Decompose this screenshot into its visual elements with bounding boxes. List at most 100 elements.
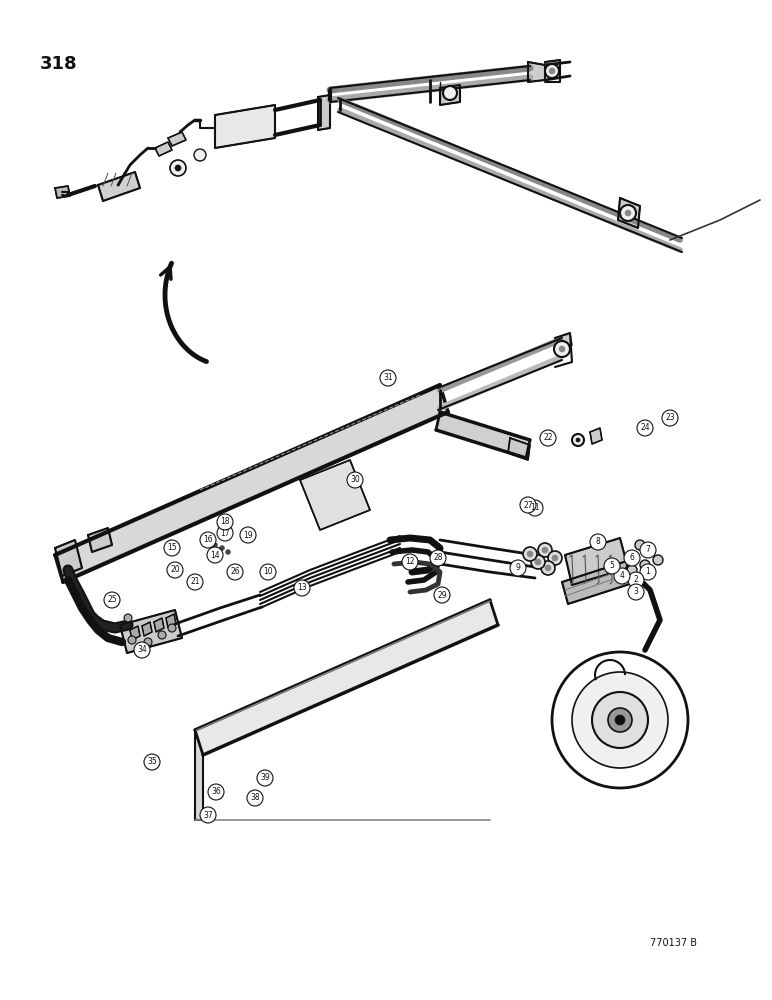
Circle shape [510,560,526,576]
Circle shape [614,568,630,584]
Circle shape [645,547,655,557]
Circle shape [625,210,631,216]
Text: 2: 2 [634,576,638,584]
Polygon shape [130,626,140,640]
Circle shape [592,692,648,748]
Circle shape [430,550,446,566]
Circle shape [640,542,656,558]
Circle shape [175,165,181,171]
Text: 770137 B: 770137 B [650,938,697,948]
Text: 8: 8 [596,538,601,546]
Polygon shape [610,668,622,684]
Circle shape [240,527,256,543]
Polygon shape [215,105,275,148]
Text: 34: 34 [137,646,147,654]
Circle shape [576,438,580,442]
Text: 18: 18 [220,518,230,526]
Text: 9: 9 [516,564,520,572]
Text: 14: 14 [210,550,220,560]
Text: 22: 22 [543,434,553,442]
Text: 27: 27 [523,500,533,510]
Polygon shape [300,460,370,530]
Text: 4: 4 [620,572,625,580]
Circle shape [628,572,644,588]
Circle shape [104,592,120,608]
Polygon shape [318,95,330,130]
Text: 39: 39 [260,774,270,782]
Circle shape [615,715,625,725]
Polygon shape [195,730,203,820]
Circle shape [527,551,533,557]
Polygon shape [440,85,460,105]
Circle shape [200,807,216,823]
Polygon shape [55,186,70,198]
Text: 17: 17 [220,528,230,538]
Circle shape [347,472,363,488]
Polygon shape [590,428,602,444]
Polygon shape [436,412,530,458]
Text: 38: 38 [250,794,260,802]
Text: 26: 26 [230,568,240,576]
Circle shape [559,346,565,352]
Text: 21: 21 [190,578,200,586]
Polygon shape [98,172,140,201]
Polygon shape [168,132,186,146]
Circle shape [538,543,552,557]
Circle shape [219,546,225,550]
Circle shape [572,434,584,446]
Polygon shape [562,560,636,604]
Circle shape [170,160,186,176]
Circle shape [217,514,233,530]
Circle shape [637,420,653,436]
Circle shape [227,564,243,580]
Circle shape [247,790,263,806]
Circle shape [260,564,276,580]
Text: 20: 20 [170,566,180,574]
Text: 1: 1 [645,568,650,576]
Circle shape [604,558,620,574]
Text: 318: 318 [40,55,78,73]
Circle shape [542,547,548,553]
Polygon shape [88,528,112,552]
Circle shape [520,497,536,513]
Polygon shape [545,60,560,68]
Polygon shape [55,385,448,582]
Circle shape [552,652,688,788]
Circle shape [128,636,136,644]
Text: 5: 5 [610,562,615,570]
Circle shape [194,149,206,161]
Polygon shape [155,142,172,156]
Circle shape [531,555,545,569]
Circle shape [640,564,656,580]
Circle shape [257,770,273,786]
Circle shape [549,68,555,74]
Text: 23: 23 [665,414,675,422]
Polygon shape [142,622,152,636]
Circle shape [527,500,543,516]
Circle shape [144,638,152,646]
Circle shape [434,587,450,603]
Circle shape [225,550,231,554]
Text: 13: 13 [297,584,306,592]
Circle shape [535,559,541,565]
Text: 30: 30 [350,476,360,485]
Circle shape [653,555,663,565]
Text: 6: 6 [629,554,635,562]
Text: 37: 37 [203,810,213,820]
Circle shape [212,542,218,548]
Polygon shape [55,540,82,576]
Polygon shape [166,614,176,628]
Circle shape [635,540,645,550]
Circle shape [624,550,640,566]
Circle shape [187,574,203,590]
Text: 31: 31 [383,373,393,382]
Circle shape [144,754,160,770]
Circle shape [208,784,224,800]
Circle shape [628,584,644,600]
Polygon shape [154,618,164,632]
Polygon shape [195,600,498,755]
Circle shape [124,614,132,622]
Circle shape [608,708,632,732]
Circle shape [590,534,606,550]
Text: 35: 35 [147,758,157,766]
